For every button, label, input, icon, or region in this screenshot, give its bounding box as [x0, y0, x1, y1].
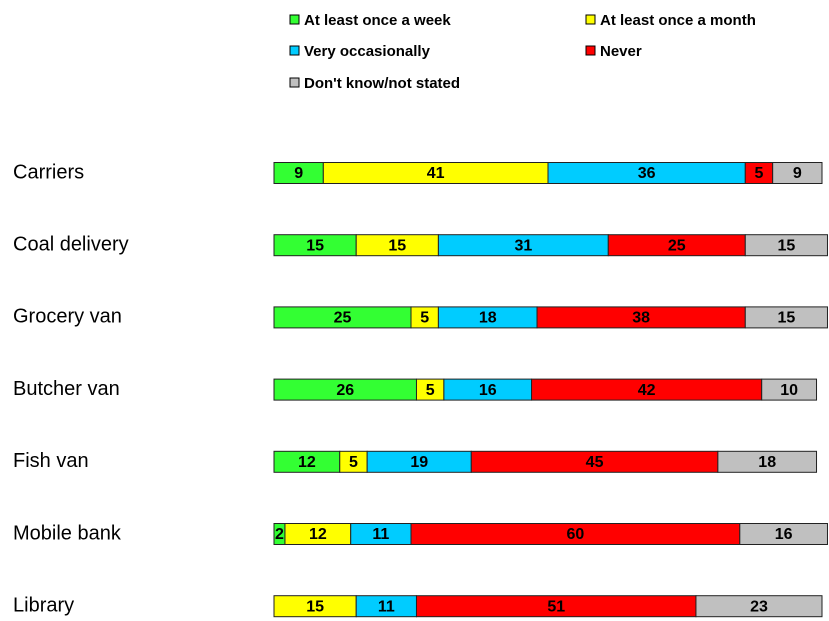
data-label: 19: [410, 454, 428, 471]
data-label: 9: [793, 165, 802, 182]
data-label: 38: [632, 310, 650, 327]
data-label: 5: [420, 310, 429, 327]
data-label: 18: [479, 310, 497, 327]
data-label: 25: [334, 310, 352, 327]
data-label: 16: [479, 382, 497, 399]
legend-swatch: [289, 14, 300, 25]
bar-segment: [772, 162, 823, 184]
legend-swatch: [585, 14, 596, 25]
data-label: 10: [780, 382, 798, 399]
data-label: 15: [388, 237, 406, 254]
data-label: 5: [349, 454, 358, 471]
category-label: Carriers: [13, 161, 84, 183]
data-label: 45: [586, 454, 604, 471]
bar-segment: [744, 234, 828, 257]
data-label: 25: [668, 237, 686, 254]
data-label: 15: [306, 598, 324, 615]
legend-label: Never: [600, 43, 642, 60]
legend-label: At least once a week: [304, 12, 451, 29]
data-label: 11: [372, 526, 389, 543]
data-label: 2: [275, 526, 284, 543]
data-label: 26: [336, 382, 354, 399]
category-label: Coal delivery: [13, 233, 129, 255]
legend-swatch: [289, 77, 300, 88]
data-label: 5: [426, 382, 435, 399]
bar-segment: [761, 378, 818, 401]
data-label: 31: [514, 237, 532, 254]
data-label: 5: [755, 165, 764, 182]
data-label: 11: [378, 598, 395, 615]
data-label: 18: [758, 454, 776, 471]
legend-swatch: [585, 45, 596, 56]
data-label: 15: [306, 237, 324, 254]
category-label: Library: [13, 594, 74, 616]
data-label: 12: [298, 454, 316, 471]
data-label: 16: [775, 526, 793, 543]
data-label: 51: [547, 598, 565, 615]
data-label: 12: [309, 526, 327, 543]
data-label: 15: [777, 237, 795, 254]
data-label: 9: [294, 165, 303, 182]
data-label: 41: [427, 165, 445, 182]
legend-label: At least once a month: [600, 12, 756, 29]
bar-segment: [739, 523, 828, 545]
data-label: 42: [638, 382, 656, 399]
data-label: 23: [750, 598, 768, 615]
category-label: Grocery van: [13, 306, 122, 328]
legend-swatch: [289, 45, 300, 56]
data-label: 15: [777, 310, 795, 327]
data-label: 60: [567, 526, 585, 543]
data-label: 36: [638, 165, 656, 182]
legend-label: Don't know/not stated: [304, 75, 460, 92]
category-label: Fish van: [13, 450, 89, 472]
bar-segment: [717, 450, 818, 473]
bar-segment: [695, 595, 823, 618]
category-label: Mobile bank: [13, 522, 122, 544]
category-label: Butcher van: [13, 378, 120, 400]
legend-label: Very occasionally: [304, 43, 431, 60]
bar-segment: [744, 306, 828, 329]
